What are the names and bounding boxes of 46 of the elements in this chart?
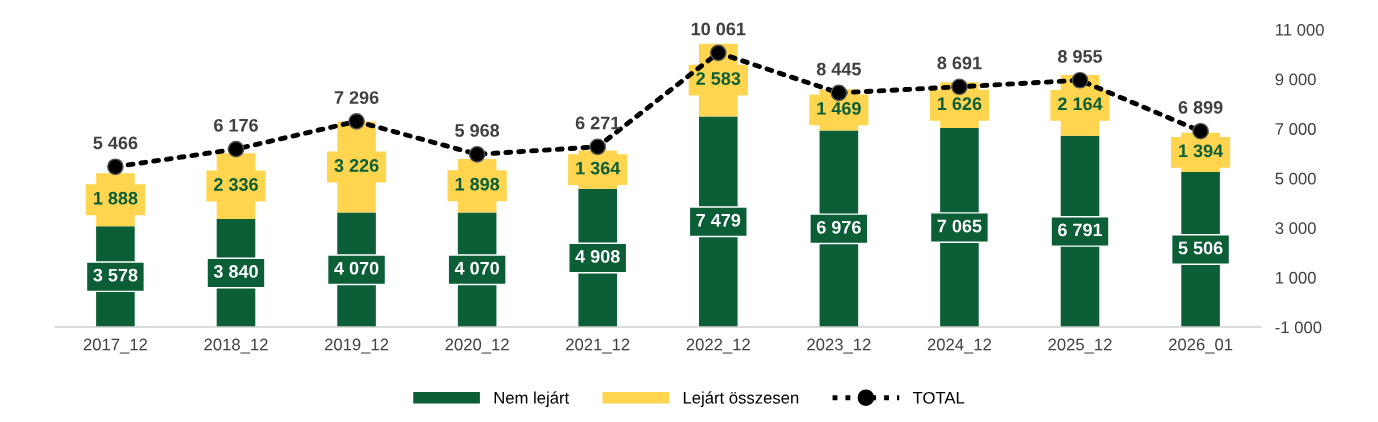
data-label: 6 976	[816, 220, 861, 234]
x-tick-label: 2018_12	[204, 338, 268, 354]
data-label: 3 840	[213, 265, 258, 278]
data-label: 8 445	[816, 62, 861, 76]
legend-label: Nem lejárt	[494, 391, 570, 407]
data-label: 7 296	[334, 91, 379, 104]
data-label: 1 469	[817, 101, 861, 115]
data-label: 10 061	[691, 22, 746, 36]
y2-tick-label: 9 000	[1275, 73, 1316, 86]
data-label: 4 070	[334, 261, 379, 275]
data-label: 6 271	[575, 116, 620, 130]
data-label: 7 065	[937, 219, 982, 233]
y2-tick-label: 1 000	[1276, 271, 1316, 284]
y2-tick-label: 7 000	[1275, 123, 1316, 135]
y2-tick-label: 3 000	[1275, 222, 1316, 235]
data-label: 5 506	[1178, 241, 1223, 255]
x-tick-label: 2019_12	[324, 338, 389, 354]
legend-label: Lejárt összesen	[683, 391, 799, 407]
data-label: 8 691	[937, 56, 982, 70]
x-tick-label: 2022_12	[686, 338, 750, 354]
data-label: 4 070	[454, 261, 499, 275]
data-label: 3 578	[93, 268, 138, 282]
data-label: 3 226	[334, 159, 379, 172]
data-label: 6 176	[214, 118, 258, 132]
data-label: 6 791	[1058, 223, 1103, 237]
x-tick-label: 2017_12	[83, 338, 148, 354]
data-label: 2 583	[696, 72, 741, 85]
y2-tick-label: 5 000	[1275, 172, 1316, 185]
data-label: 5 968	[455, 124, 500, 137]
data-label: 2 164	[1058, 97, 1103, 111]
x-tick-label: 2024_12	[927, 338, 992, 354]
x-tick-label: 2021_12	[566, 338, 630, 354]
x-tick-label: 2020_12	[445, 338, 509, 354]
data-label: 4 908	[575, 250, 620, 263]
x-tick-label: 2025_12	[1048, 338, 1112, 354]
y2-tick-label: 11 000	[1276, 23, 1324, 36]
y2-tick-label: -1 000	[1275, 321, 1322, 334]
legend-label: TOTAL	[912, 391, 965, 404]
data-label: 7 479	[696, 213, 741, 227]
x-tick-label: 2023_12	[807, 338, 871, 354]
data-label: 2 336	[214, 178, 258, 191]
data-label: 6 899	[1178, 100, 1223, 114]
data-label: 5 466	[93, 136, 138, 150]
data-label: 8 955	[1057, 50, 1103, 63]
data-label: 1 626	[937, 97, 982, 111]
x-tick-label: 2026_01	[1168, 338, 1233, 354]
